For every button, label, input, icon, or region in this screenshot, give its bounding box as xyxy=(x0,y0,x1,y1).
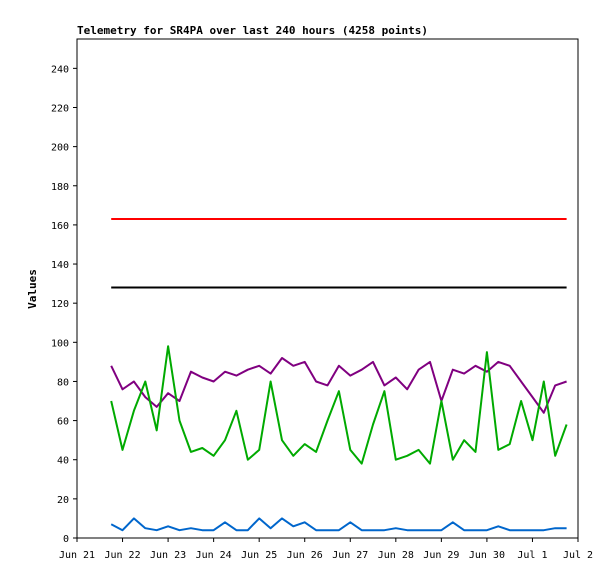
x-axis: Jun 21 Jun 22 Jun 23 Jun 24 Jun 25 Jun 26 Jun … xyxy=(59,538,593,561)
y-tick-label: 40 xyxy=(57,456,69,467)
y-tick-label: 100 xyxy=(51,338,69,349)
series-line-5 xyxy=(110,517,567,532)
x-tick-label: Jun 27 xyxy=(332,550,368,561)
x-tick-label: Jun 25 xyxy=(241,550,277,561)
x-tick-label: Jul 1 xyxy=(517,550,547,561)
y-tick-label: 180 xyxy=(51,182,69,193)
x-tick-label: Jun 26 xyxy=(287,550,323,561)
x-tick-label: Jun 28 xyxy=(378,550,414,561)
chart-title: Telemetry for SR4PA over last 240 hours … xyxy=(77,24,428,37)
x-tick-label: Jun 21 xyxy=(59,550,95,561)
y-tick-label: 0 xyxy=(63,534,69,545)
x-tick-label: Jun 30 xyxy=(469,550,505,561)
series-line-4 xyxy=(110,345,568,465)
y-tick-label: 60 xyxy=(57,417,69,428)
x-tick-label: Jul 2 xyxy=(563,550,593,561)
plot-frame xyxy=(76,38,579,539)
y-tick-label: 200 xyxy=(51,143,69,154)
series-layer xyxy=(110,218,568,532)
series-line-3 xyxy=(110,357,567,414)
y-tick-label: 20 xyxy=(57,495,69,506)
y-axis-label: Values xyxy=(26,269,39,309)
x-tick-label: Jun 24 xyxy=(196,550,232,561)
y-tick-label: 240 xyxy=(51,64,69,75)
y-tick-label: 140 xyxy=(51,260,69,271)
x-tick-label: Jun 29 xyxy=(423,550,459,561)
y-tick-label: 220 xyxy=(51,103,69,114)
y-axis: 0 20 40 60 80 100 120 140 160 180 200 220 240 xyxy=(51,64,77,545)
x-tick-label: Jun 22 xyxy=(104,550,140,561)
x-tick-label: Jun 23 xyxy=(150,550,186,561)
y-tick-label: 160 xyxy=(51,221,69,232)
y-tick-label: 80 xyxy=(57,377,69,388)
y-tick-label: 120 xyxy=(51,299,69,310)
